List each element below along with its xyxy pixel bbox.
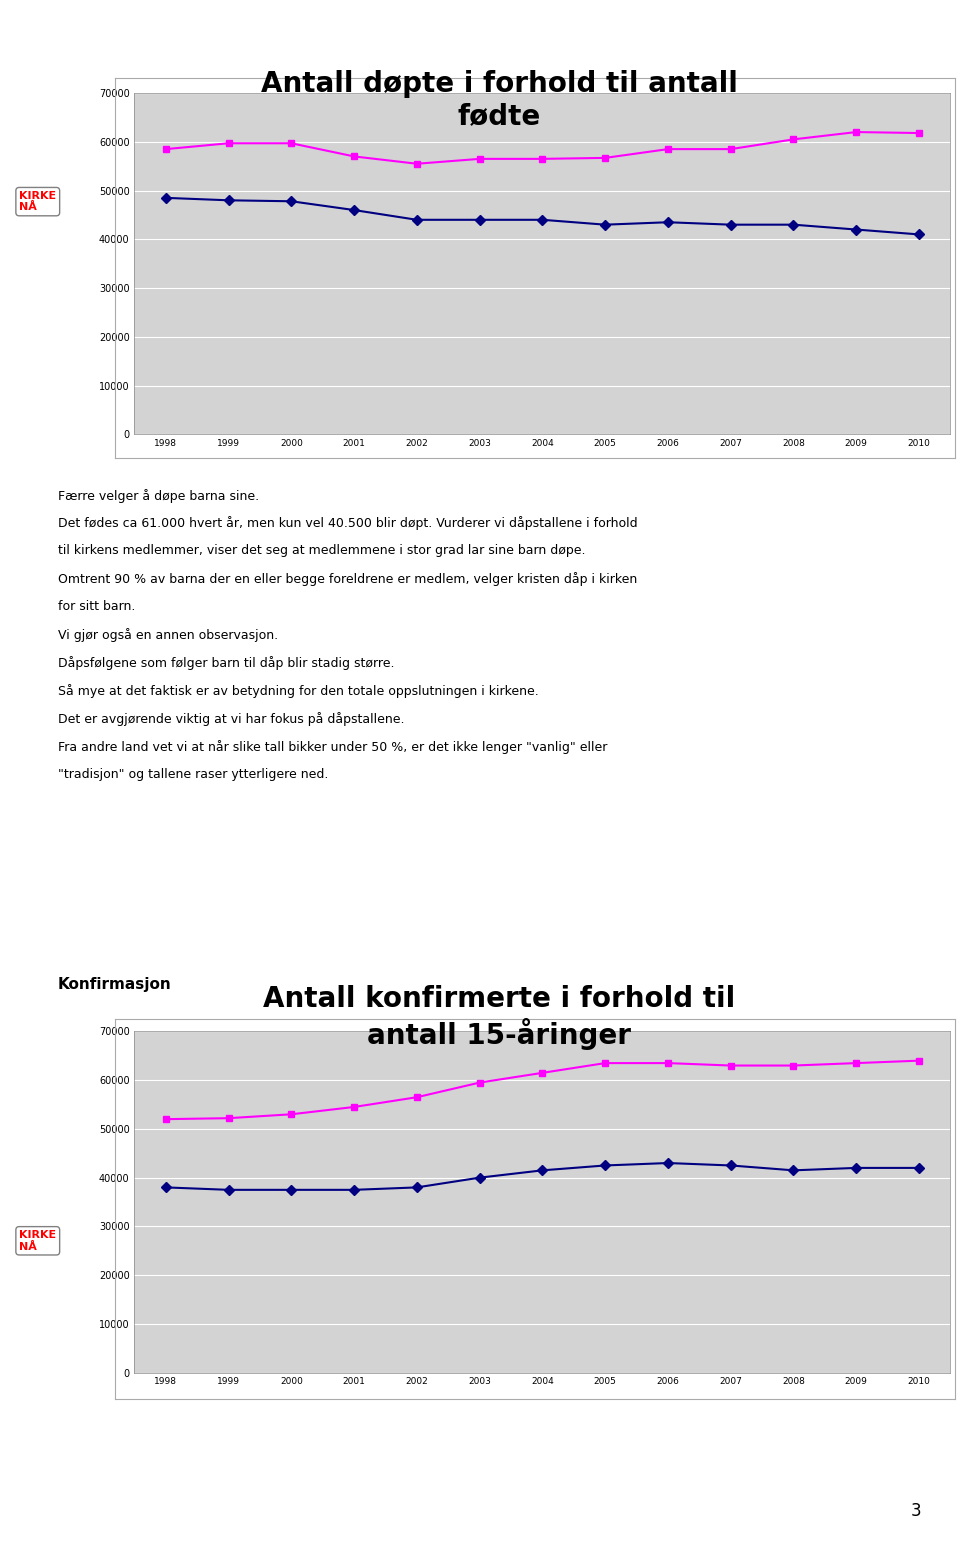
Text: Det fødes ca 61.000 hvert år, men kun vel 40.500 blir døpt. Vurderer vi dåpstall: Det fødes ca 61.000 hvert år, men kun ve… — [58, 516, 637, 530]
Text: Omtrent 90 % av barna der en eller begge foreldrene er medlem, velger kristen då: Omtrent 90 % av barna der en eller begge… — [58, 572, 636, 586]
Text: Konfirmasjon: Konfirmasjon — [58, 977, 171, 993]
Text: Dåpsfølgene som følger barn til dåp blir stadig større.: Dåpsfølgene som følger barn til dåp blir… — [58, 656, 395, 670]
Text: 3: 3 — [911, 1501, 922, 1520]
Text: Antall døpte i forhold til antall
fødte: Antall døpte i forhold til antall fødte — [261, 70, 737, 130]
Text: Vi gjør også en annen observasjon.: Vi gjør også en annen observasjon. — [58, 628, 277, 642]
Text: Antall konfirmerte i forhold til
antall 15-åringer: Antall konfirmerte i forhold til antall … — [263, 985, 735, 1050]
Text: for sitt barn.: for sitt barn. — [58, 600, 135, 613]
Text: KIRKE
NÅ: KIRKE NÅ — [19, 1230, 57, 1252]
Text: Fra andre land vet vi at når slike tall bikker under 50 %, er det ikke lenger "v: Fra andre land vet vi at når slike tall … — [58, 740, 607, 754]
Text: Så mye at det faktisk er av betydning for den totale oppslutningen i kirkene.: Så mye at det faktisk er av betydning fo… — [58, 684, 539, 698]
Text: "tradisjon" og tallene raser ytterligere ned.: "tradisjon" og tallene raser ytterligere… — [58, 768, 328, 780]
Text: til kirkens medlemmer, viser det seg at medlemmene i stor grad lar sine barn døp: til kirkens medlemmer, viser det seg at … — [58, 544, 585, 557]
Text: KIRKE
NÅ: KIRKE NÅ — [19, 191, 57, 212]
Text: Det er avgjørende viktig at vi har fokus på dåpstallene.: Det er avgjørende viktig at vi har fokus… — [58, 712, 404, 726]
Text: Færre velger å døpe barna sine.: Færre velger å døpe barna sine. — [58, 489, 259, 503]
